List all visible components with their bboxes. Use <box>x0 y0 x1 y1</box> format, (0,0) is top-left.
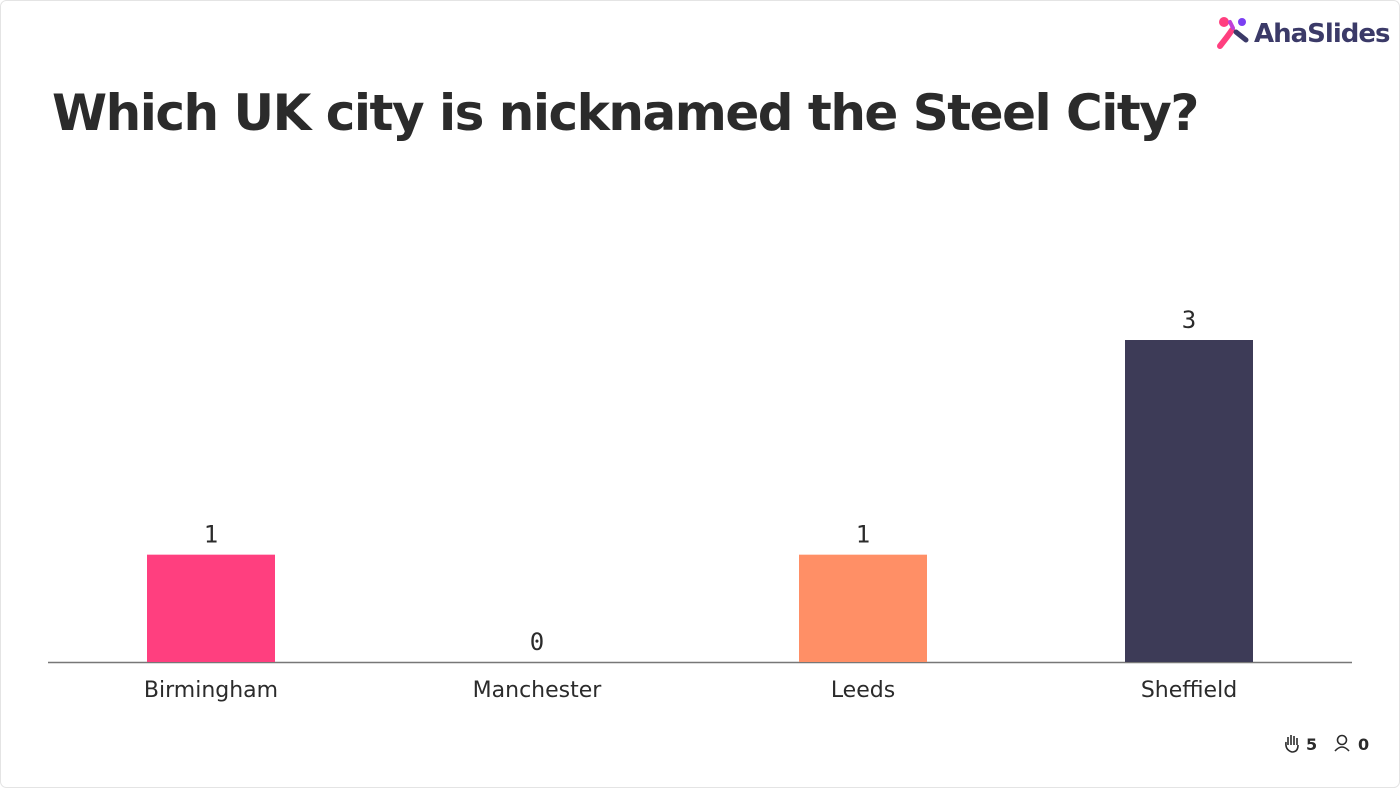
bar <box>1125 340 1253 662</box>
x-tick-label: Manchester <box>473 678 603 703</box>
value-label: 3 <box>1182 306 1196 334</box>
bar <box>147 554 275 662</box>
participants-count: 0 <box>1358 735 1369 754</box>
bar <box>799 554 927 662</box>
value-label: 1 <box>856 521 870 549</box>
x-tick-label: Sheffield <box>1141 678 1237 703</box>
chart-title: Which UK city is nicknamed the Steel Cit… <box>52 84 1198 142</box>
x-tick-label: Birmingham <box>144 678 278 703</box>
participants-icon <box>1334 734 1350 752</box>
x-tick-label: Leeds <box>831 678 895 703</box>
value-label: 1 <box>204 521 218 549</box>
reactions-count: 5 <box>1306 735 1317 754</box>
brand: AhaSlides <box>1254 19 1390 49</box>
reactions-icon <box>1285 735 1299 753</box>
value-label: 0 <box>530 628 544 656</box>
logo-icon <box>1217 17 1249 49</box>
